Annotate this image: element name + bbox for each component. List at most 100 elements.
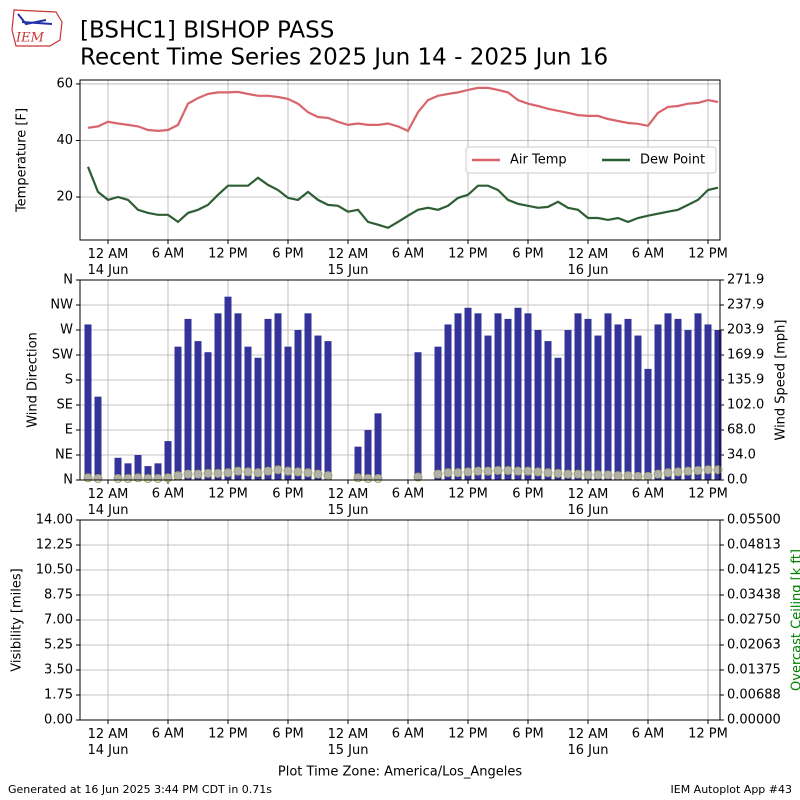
bar	[664, 313, 672, 480]
y-tick-label: 1.75	[44, 688, 73, 703]
point	[303, 468, 313, 478]
y2-tick-label: 0.02750	[727, 613, 781, 628]
point	[233, 466, 243, 476]
x-tick-label: 6 AM	[152, 727, 185, 742]
legend-box	[465, 146, 717, 174]
point	[193, 469, 203, 479]
x-tick-label: 6 AM	[392, 487, 425, 502]
point	[463, 467, 473, 477]
bar	[484, 335, 492, 480]
y-tick-label: E	[65, 423, 73, 438]
point	[713, 465, 723, 475]
x-tick-label: 6 PM	[272, 247, 303, 262]
point	[623, 471, 633, 481]
x-tick-label: 12 AM 15 Jun	[328, 727, 369, 758]
y2-tick-label: 34.0	[727, 447, 756, 462]
plot-frame	[79, 519, 721, 721]
point	[573, 469, 583, 479]
point	[313, 469, 323, 479]
y-tick-label: 10.50	[36, 563, 73, 578]
bar	[184, 318, 192, 480]
y-tick-label: SE	[57, 398, 73, 413]
y-tick-label: 8.75	[44, 588, 73, 603]
x-tick-label: 6 AM	[392, 727, 425, 742]
bar	[364, 430, 372, 480]
point	[703, 465, 713, 475]
y-tick-label: NW	[50, 298, 73, 313]
bar	[264, 318, 272, 480]
x-tick-label: 6 PM	[512, 727, 543, 742]
y2-tick-label: 0.01375	[727, 663, 781, 678]
y2-tick-label: 237.9	[727, 298, 764, 313]
x-axis-label: Plot Time Zone: America/Los_Angeles	[278, 765, 522, 780]
y2-tick-label: 0.0	[727, 473, 748, 488]
y-tick-label: S	[65, 373, 73, 388]
point	[203, 468, 213, 478]
y2-tick-label: 271.9	[727, 273, 764, 288]
point	[553, 468, 563, 478]
bar	[544, 341, 552, 480]
bar	[524, 313, 532, 480]
point	[143, 474, 153, 484]
footer-left: Generated at 16 Jun 2025 3:44 PM CDT in …	[8, 783, 272, 796]
bar	[254, 357, 262, 480]
bar	[434, 346, 442, 480]
bar	[94, 396, 102, 480]
x-tick-label: 6 AM	[152, 247, 185, 262]
bar	[114, 457, 122, 480]
point	[523, 466, 533, 476]
bar	[674, 318, 682, 480]
bar	[214, 313, 222, 480]
bar	[684, 330, 692, 480]
bar	[494, 313, 502, 480]
y2-tick-label: 0.00688	[727, 688, 781, 703]
y-tick-label: SW	[52, 348, 73, 363]
x-tick-label: 6 PM	[272, 487, 303, 502]
point	[563, 469, 573, 479]
point	[273, 465, 283, 475]
y2-tick-label: 0.04125	[727, 563, 781, 578]
y-tick-label: 20	[56, 190, 73, 205]
y2-tick-label: 0.02063	[727, 638, 781, 653]
point	[613, 471, 623, 481]
bar	[704, 324, 712, 480]
point	[593, 470, 603, 480]
x-tick-label: 12 AM 16 Jun	[568, 247, 609, 278]
bar	[534, 330, 542, 480]
x-tick-label: 6 AM	[392, 247, 425, 262]
bar	[314, 335, 322, 480]
point	[183, 469, 193, 479]
bar	[604, 313, 612, 480]
point	[693, 465, 703, 475]
bar	[554, 357, 562, 480]
x-tick-label: 12 PM	[208, 487, 248, 502]
x-tick-label: 12 AM 14 Jun	[88, 247, 129, 278]
point	[653, 469, 663, 479]
y-tick-label: W	[60, 323, 73, 338]
y2-tick-label: 169.9	[727, 348, 764, 363]
logo-text: IEM	[15, 31, 45, 46]
x-tick-label: 12 PM	[688, 727, 728, 742]
bar	[84, 324, 92, 480]
x-tick-label: 6 PM	[512, 247, 543, 262]
bar	[624, 318, 632, 480]
bar	[514, 307, 522, 480]
point	[163, 473, 173, 483]
x-tick-label: 12 PM	[448, 247, 488, 262]
legend-label: Dew Point	[640, 153, 705, 168]
bar	[584, 318, 592, 480]
panel: 12 AM 14 Jun 6 AM 12 PM 6 PM 12 AM 15 Jun 6 AM 1…	[15, 76, 728, 277]
y-tick-label: 5.25	[44, 638, 73, 653]
x-tick-label: 12 AM 14 Jun	[88, 727, 129, 758]
point	[323, 471, 333, 481]
y2-tick-label: 0.00000	[727, 713, 781, 728]
point	[153, 474, 163, 484]
x-tick-label: 12 AM 14 Jun	[88, 487, 129, 518]
bar	[324, 341, 332, 480]
bar	[694, 313, 702, 480]
y-tick-label: 14.00	[36, 513, 73, 528]
y-tick-label: N	[63, 473, 73, 488]
point	[133, 473, 143, 483]
panel: 12 AM 14 Jun 6 AM 12 PM 6 PM 12 AM 15 Jun 6 AM 1…	[26, 273, 789, 518]
